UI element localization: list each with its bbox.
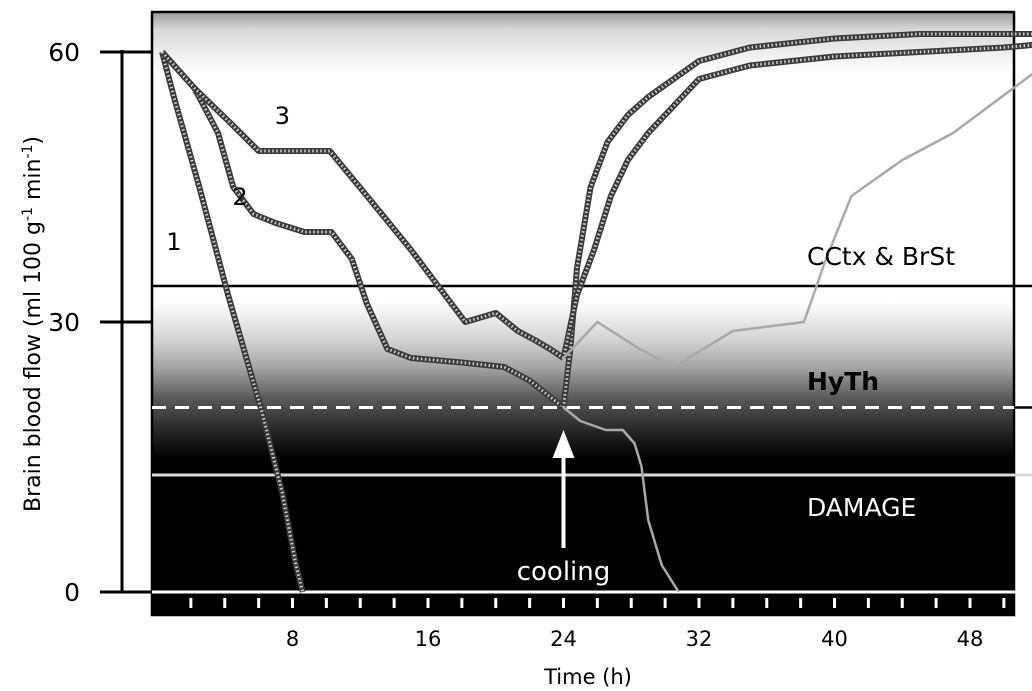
threshold-label-damage: DAMAGE bbox=[807, 493, 916, 522]
series-labels: 1 2 3 bbox=[166, 102, 290, 256]
y-axis-title-sup1: -1 bbox=[20, 207, 36, 221]
y-axis-title-part2: min bbox=[21, 159, 46, 207]
x-tick-label-5: 48 bbox=[957, 627, 984, 651]
y-tick-label-0: 0 bbox=[64, 578, 80, 607]
x-tick-label-2: 24 bbox=[550, 627, 577, 651]
series-line-2 bbox=[160, 50, 565, 360]
x-axis-title: Time (h) bbox=[543, 665, 632, 689]
threshold-lines bbox=[152, 284, 1032, 477]
minor-ticks bbox=[189, 598, 1006, 608]
x-tick-label-3: 32 bbox=[686, 627, 713, 651]
series-label-2: 2 bbox=[232, 183, 247, 211]
threshold-label-cctx-brst: CCtx & BrSt bbox=[807, 242, 955, 271]
x-tick-label-0: 8 bbox=[286, 627, 299, 651]
y-axis-title-sup2: -1 bbox=[20, 145, 36, 159]
series-label-3: 3 bbox=[275, 102, 290, 130]
series-label-1: 1 bbox=[166, 228, 181, 256]
series-layer bbox=[159, 31, 1032, 593]
series-line-6 bbox=[562, 406, 680, 593]
y-axis-title-part3: ) bbox=[21, 136, 46, 145]
x-tick-label-4: 40 bbox=[821, 627, 848, 651]
y-tick-label-1: 30 bbox=[48, 308, 80, 337]
x-axis: 8 16 24 32 40 48 bbox=[286, 627, 984, 651]
y-tick-label-2: 60 bbox=[48, 38, 80, 67]
x-tick-label-1: 16 bbox=[415, 627, 442, 651]
y-axis-title-part1: Brain blood flow (ml 100 g bbox=[21, 221, 46, 512]
series-line-4 bbox=[562, 43, 1032, 359]
y-axis: 0 30 60 bbox=[48, 38, 152, 607]
cooling-annotation: cooling bbox=[517, 430, 611, 587]
cooling-label: cooling bbox=[517, 557, 611, 587]
series-line-1 bbox=[160, 50, 565, 409]
plot-background bbox=[150, 10, 1016, 617]
y-axis-title: Brain blood flow (ml 100 g-1 min-1) bbox=[20, 136, 46, 512]
series-line-5 bbox=[562, 72, 1032, 369]
cooling-arrow-head bbox=[552, 430, 575, 458]
series-line-3-base bbox=[560, 31, 1032, 408]
series-line-0 bbox=[160, 51, 305, 593]
threshold-label-hyth: HyTh bbox=[807, 367, 879, 396]
